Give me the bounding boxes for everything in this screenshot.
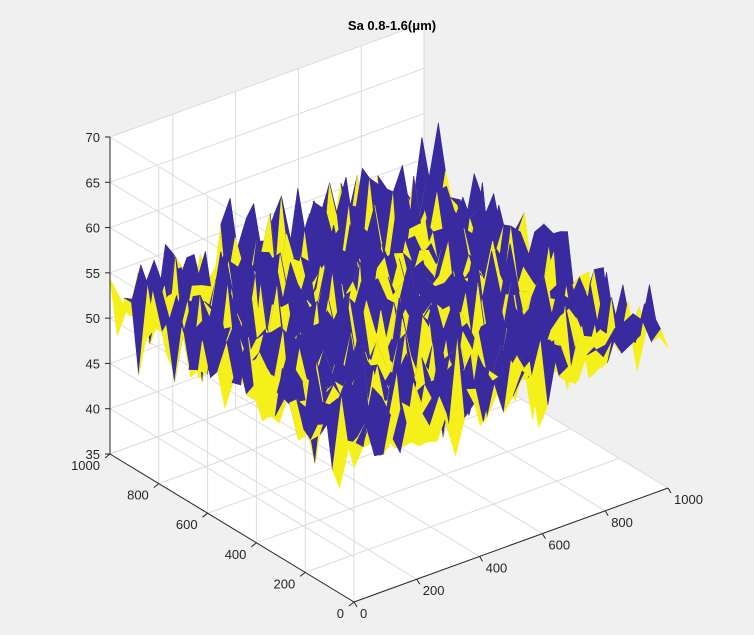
z-tick-label: 50 — [86, 311, 100, 326]
x-tick — [604, 510, 609, 517]
y-tick — [299, 572, 306, 577]
z-tick-label: 70 — [86, 130, 100, 145]
grid-line-z-back — [109, 67, 425, 183]
grid-line-x-floor — [172, 430, 418, 580]
surface-mesh — [109, 122, 669, 489]
x-tick-label: 1000 — [674, 492, 703, 507]
x-tick-label: 200 — [423, 583, 445, 598]
y-tick — [251, 542, 257, 548]
grid-line-x-floor — [235, 407, 480, 557]
tick-labels: 0200400600800100002004006008001000354045… — [71, 130, 703, 621]
grid-line-z-back — [109, 22, 425, 138]
y-tick-label: 800 — [127, 488, 149, 503]
y-tick — [202, 512, 208, 518]
x-tick-label: 600 — [548, 538, 570, 553]
y-tick — [153, 483, 160, 488]
z-tick-label: 60 — [86, 221, 100, 236]
y-tick-label: 400 — [225, 547, 247, 562]
z-tick-label: 55 — [86, 266, 100, 281]
x-axis-line — [353, 487, 669, 603]
y-tick-label: 0 — [337, 606, 344, 621]
y-tick — [104, 453, 111, 459]
y-tick — [348, 601, 355, 607]
z-tick-label: 45 — [86, 356, 100, 371]
x-tick-label: 0 — [360, 606, 367, 621]
y-axis-line — [109, 453, 355, 603]
surface-cell — [651, 328, 669, 349]
grid-line-z-back — [109, 113, 425, 229]
grid-line-z-left — [109, 363, 355, 512]
grid-line-z-left — [109, 408, 355, 558]
x-tick — [353, 601, 358, 608]
x-tick — [541, 533, 546, 539]
y-tick-label: 1000 — [71, 458, 100, 473]
z-tick-label: 40 — [86, 402, 100, 417]
grid-line-y-floor — [207, 398, 522, 514]
grid-line-y-floor — [256, 428, 571, 544]
y-tick-label: 600 — [176, 517, 198, 532]
x-tick-label: 800 — [611, 515, 633, 530]
z-tick-label: 65 — [86, 175, 100, 190]
x-tick — [416, 578, 421, 585]
y-tick-label: 200 — [273, 576, 295, 591]
x-tick — [667, 487, 672, 494]
chart-title: Sa 0.8-1.6(μm) — [348, 18, 436, 33]
grid-line-z-back — [109, 158, 425, 274]
z-tick-label: 35 — [86, 447, 100, 462]
grid-line-y-floor — [305, 457, 620, 573]
x-tick — [479, 556, 484, 562]
axis-edges — [104, 136, 672, 608]
x-tick-label: 400 — [486, 560, 508, 575]
